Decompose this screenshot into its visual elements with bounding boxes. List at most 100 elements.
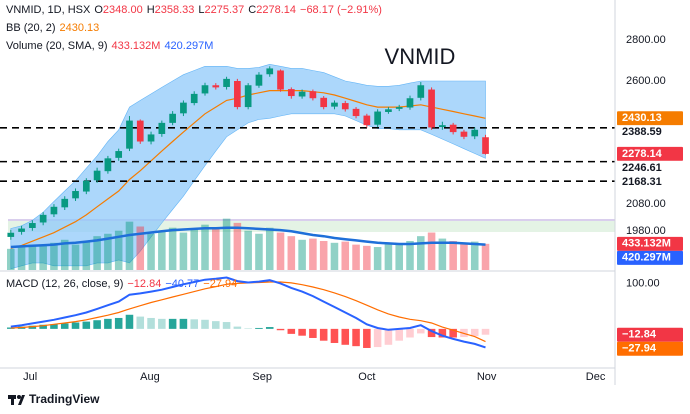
- macd-histogram: [82, 321, 91, 329]
- ohlc-value: 2278.14: [256, 4, 297, 16]
- macd-histogram: [309, 328, 317, 338]
- volume-bar: [28, 244, 37, 270]
- volume-bar: [427, 232, 436, 270]
- axis-label: 2388.59: [622, 126, 662, 138]
- volume-bar: [438, 238, 447, 270]
- macd-histogram: [470, 328, 479, 337]
- ohlc-value: 2358.33: [154, 4, 195, 16]
- axis-label-box: [617, 250, 683, 265]
- candle-body: [331, 102, 338, 107]
- axis-label: 420.297M: [622, 252, 671, 264]
- axis-label: 2246.61: [622, 162, 662, 174]
- macd-histogram: [60, 323, 69, 329]
- volume-bar: [298, 239, 306, 270]
- axis-label-box: [617, 146, 683, 161]
- volume-bar: [201, 224, 209, 270]
- macd-histogram: [319, 328, 328, 341]
- x-tick-label: Dec: [586, 371, 606, 383]
- volume-bar: [352, 244, 360, 270]
- macd-value: −40.77: [165, 278, 200, 290]
- macd-value: −12.84: [127, 278, 162, 290]
- volume-bar: [168, 227, 177, 270]
- candle-body: [266, 68, 274, 75]
- volume-bar: [406, 241, 414, 270]
- macd-histogram: [201, 319, 209, 329]
- volume-bar: [190, 228, 198, 270]
- candle-body: [18, 228, 25, 232]
- axis-label-box: [617, 111, 683, 126]
- x-tick-label: Jul: [23, 371, 37, 383]
- macd-histogram: [125, 314, 134, 329]
- volume-bar: [481, 243, 490, 270]
- volume-bar: [417, 236, 425, 270]
- volume-sma: [10, 226, 486, 249]
- axis-label: 433.132M: [622, 238, 671, 250]
- macd-histogram: [39, 324, 47, 329]
- macd-histogram: [373, 328, 382, 348]
- candle-body: [82, 180, 90, 192]
- ohlc-key: C: [248, 4, 257, 16]
- volume-bar: [136, 226, 145, 270]
- volume-bar: [158, 230, 166, 270]
- axis-label-box: [617, 125, 683, 140]
- macd-histogram: [417, 328, 425, 334]
- volume-value: 433.132M: [111, 40, 161, 52]
- macd-histogram: [93, 320, 101, 329]
- macd-line: [10, 276, 486, 349]
- candle-body: [341, 103, 349, 110]
- macd-pane: [7, 276, 490, 349]
- candle-body: [136, 120, 144, 142]
- candle-body: [7, 232, 15, 237]
- macd-histogram: [341, 328, 350, 345]
- volume-bar: [244, 230, 252, 270]
- candle-body: [234, 80, 241, 108]
- candle-body: [169, 113, 176, 123]
- volume-bar: [287, 236, 296, 270]
- x-tick-label: Sep: [252, 371, 272, 383]
- ohlc-key: L: [198, 4, 205, 16]
- volume-bar: [460, 242, 468, 270]
- macd-histogram: [222, 322, 231, 329]
- macd-histogram: [158, 318, 166, 329]
- candle-body: [449, 124, 457, 133]
- macd-value: −27.94: [203, 278, 238, 290]
- macd-histogram: [136, 316, 145, 329]
- bb-value: 2430.13: [59, 22, 100, 34]
- candle-body: [223, 78, 230, 87]
- symbol-legend: VNMID, 1D, HSX O2348.00 H2358.33 L2275.37 C2…: [6, 4, 386, 16]
- candle-body: [212, 85, 220, 88]
- volume-bar: [212, 227, 220, 270]
- candle-body: [190, 93, 198, 104]
- macd-histogram: [406, 328, 414, 338]
- y-tick-label: 2080.00: [626, 198, 666, 210]
- volume-bar: [373, 247, 382, 270]
- candle-body: [439, 125, 446, 128]
- macd-histogram: [255, 327, 263, 329]
- candle-body: [29, 223, 36, 228]
- x-tick-label: Nov: [477, 371, 497, 383]
- candle-body: [93, 170, 101, 181]
- candle-body: [255, 74, 263, 86]
- volume-bar: [449, 241, 457, 270]
- volume-bar: [93, 236, 101, 270]
- chart-title: VNMID: [385, 44, 456, 69]
- macd-histogram: [233, 326, 242, 329]
- candle-body: [395, 107, 403, 109]
- volume-bar: [265, 227, 274, 270]
- candle-body: [104, 158, 112, 172]
- x-tick-label: Aug: [140, 371, 160, 383]
- volume-bar: [309, 238, 317, 270]
- volume-bar: [233, 222, 242, 270]
- y-tick-label: 2600.00: [626, 75, 666, 87]
- macd-histogram: [363, 328, 371, 348]
- bb-name: BB (20, 2): [6, 22, 56, 34]
- volume-bar: [276, 232, 285, 270]
- candle-body: [298, 91, 306, 97]
- volume-bar: [395, 244, 403, 270]
- macd-histogram: [168, 318, 177, 329]
- volume-bar: [60, 239, 69, 270]
- macd-histogram: [438, 328, 447, 338]
- y-tick-label: 2800.00: [626, 34, 666, 46]
- volume-bar: [319, 241, 328, 270]
- macd-name: MACD (12, 26, close, 9): [6, 278, 124, 290]
